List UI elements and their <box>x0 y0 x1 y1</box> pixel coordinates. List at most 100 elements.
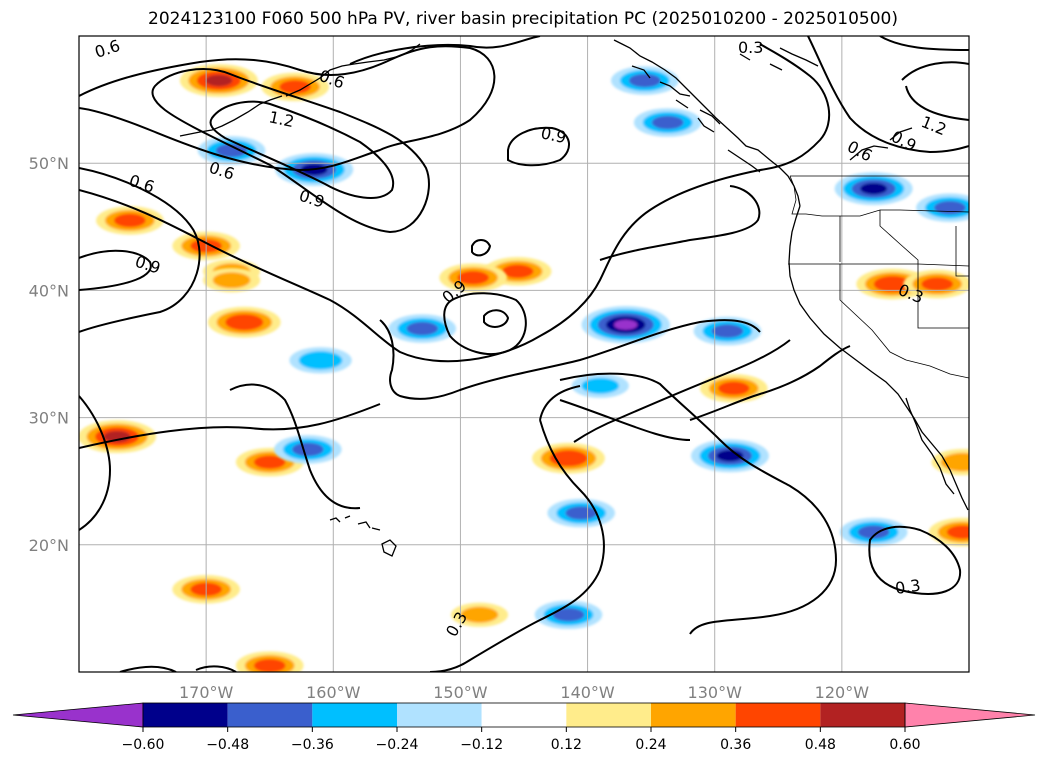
y-tick-label-2: 40°N <box>29 281 69 300</box>
precip-blob-26 <box>693 316 762 346</box>
precip-blob-23-level-1 <box>298 351 343 370</box>
precip-blob-8-level-2 <box>253 455 286 469</box>
precip-blob-1-level-2 <box>279 80 311 94</box>
svg-text:0.9: 0.9 <box>539 123 568 147</box>
precip-blob-0-level-3 <box>205 74 233 87</box>
precip-blob-21-level-2 <box>215 143 248 158</box>
precip-blob-26-level-2 <box>711 324 744 338</box>
colorbar-segment-8 <box>820 703 905 727</box>
precip-blob-34-level-2 <box>651 115 684 130</box>
y-tick-label-0: 20°N <box>29 536 69 555</box>
x-tick-label-4: 130°W <box>688 683 743 702</box>
x-tick-label-5: 120°W <box>815 683 870 702</box>
precip-blob-30 <box>839 517 908 547</box>
colorbar-tick-label-4: −0.12 <box>460 737 503 753</box>
precip-blob-29-level-2 <box>552 608 585 622</box>
colorbar-tick-label-8: 0.48 <box>805 737 836 753</box>
precip-blob-18-level-2 <box>946 525 969 539</box>
colorbar-tick-label-5: 0.12 <box>551 737 582 753</box>
colorbar-tick-label-7: 0.36 <box>720 737 751 753</box>
precip-blob-13 <box>532 442 605 474</box>
colorbar-segment-0 <box>143 703 228 727</box>
precip-blob-25 <box>581 306 670 344</box>
precip-blob-22-level-2 <box>406 321 439 336</box>
colorbar-outline <box>142 702 906 728</box>
precip-blob-7 <box>202 268 261 293</box>
colorbar-segment-3 <box>397 703 482 727</box>
precip-blob-2 <box>96 206 164 235</box>
precip-blob-12-level-2 <box>457 271 489 285</box>
precip-blob-7-level-1 <box>212 272 251 289</box>
x-tick-label-3: 140°W <box>560 683 615 702</box>
precip-blob-21 <box>197 136 266 165</box>
precip-blob-35 <box>571 373 629 398</box>
precip-blob-23 <box>289 347 352 374</box>
gridlines <box>79 36 969 672</box>
precip-blob-24-level-2 <box>292 442 324 457</box>
precip-blob-35-level-1 <box>581 377 620 394</box>
x-tick-label-1: 160°W <box>306 683 361 702</box>
precip-blob-33-level-2 <box>629 73 661 88</box>
svg-text:0.3: 0.3 <box>894 576 922 598</box>
precip-blob-28-level-2 <box>565 506 597 520</box>
precip-blob-15-level-2 <box>718 381 750 396</box>
precip-blob-24 <box>274 435 342 464</box>
precip-blob-34 <box>633 108 702 137</box>
colorbar-segment-5 <box>566 703 651 727</box>
precip-blob-32-level-2 <box>934 201 966 215</box>
colorbar-extend-low <box>12 702 144 728</box>
precip-blob-14-level-1 <box>460 606 499 623</box>
precip-blob-2-level-2 <box>114 213 146 228</box>
precip-blob-16-level-2 <box>873 276 912 293</box>
precip-blob-10 <box>235 651 304 672</box>
precip-blob-28 <box>547 498 616 528</box>
svg-text:0.3: 0.3 <box>738 38 763 57</box>
precip-blob-5 <box>207 306 281 338</box>
precip-blob-27-level-3 <box>716 450 744 462</box>
map-frame <box>78 35 970 673</box>
y-tick-label-1: 30°N <box>29 409 69 428</box>
colorbar-segment-4 <box>481 703 567 727</box>
colorbar-tick-label-6: 0.24 <box>635 737 666 753</box>
x-tick-label-0: 170°W <box>179 683 234 702</box>
colorbar-segment-2 <box>312 703 397 727</box>
colorbar-tick-label-3: −0.24 <box>376 737 419 753</box>
y-tick-label-3: 50°N <box>29 154 69 173</box>
colorbar-segment-6 <box>651 703 736 727</box>
x-tick-label-2: 150°W <box>433 683 488 702</box>
colorbar-segment-7 <box>735 703 821 727</box>
precip-blob-19-level-1 <box>940 452 969 472</box>
precip-blob-14 <box>450 602 509 627</box>
longitude-ticks: 170°W 160°W 150°W 140°W 130°W 120°W <box>179 683 869 702</box>
colorbar-tick-label-0: −0.60 <box>122 737 165 753</box>
chart-title: 2024123100 F060 500 hPa PV, river basin … <box>148 9 898 29</box>
precip-blob-15 <box>699 374 768 403</box>
precip-blob-10-level-2 <box>253 658 286 672</box>
precip-blob-5-level-2 <box>225 314 264 331</box>
precip-blob-22 <box>388 314 457 343</box>
colorbar-tick-label-2: −0.36 <box>291 737 334 753</box>
precip-blob-29 <box>534 600 603 630</box>
svg-text:1.2: 1.2 <box>267 107 296 131</box>
precip-blob-30-level-2 <box>857 525 890 539</box>
colorbar-extend-high <box>904 702 1036 728</box>
precip-blob-31-level-3 <box>860 182 888 195</box>
coastlines <box>179 39 969 557</box>
precip-blob-0 <box>179 64 258 98</box>
colorbar-segment-1 <box>227 703 313 727</box>
precip-blob-3 <box>79 420 157 454</box>
precip-blob-17-level-2 <box>921 277 953 291</box>
latitude-ticks: 20°N 30°N 40°N 50°N <box>29 154 69 555</box>
precip-blob-18 <box>928 517 969 547</box>
colorbar-tick-label-1: −0.48 <box>206 737 249 753</box>
precip-blob-11-level-2 <box>501 264 534 278</box>
precip-blob-25-level-4 <box>614 319 638 330</box>
precip-blob-32 <box>916 193 969 223</box>
colorbar-tick-label-9: 0.60 <box>889 737 920 753</box>
precip-blob-17 <box>903 269 969 299</box>
colorbar: −0.60 −0.48 −0.36 −0.24 −0.12 0.12 0.24 0.36 0.4… <box>12 702 1036 753</box>
precip-blob-31 <box>834 172 913 206</box>
map-area: 0.6 0.6 1.2 0.6 0.9 0.6 0.9 0.9 0.9 0.3 … <box>79 36 969 672</box>
precip-blob-33 <box>610 66 679 95</box>
